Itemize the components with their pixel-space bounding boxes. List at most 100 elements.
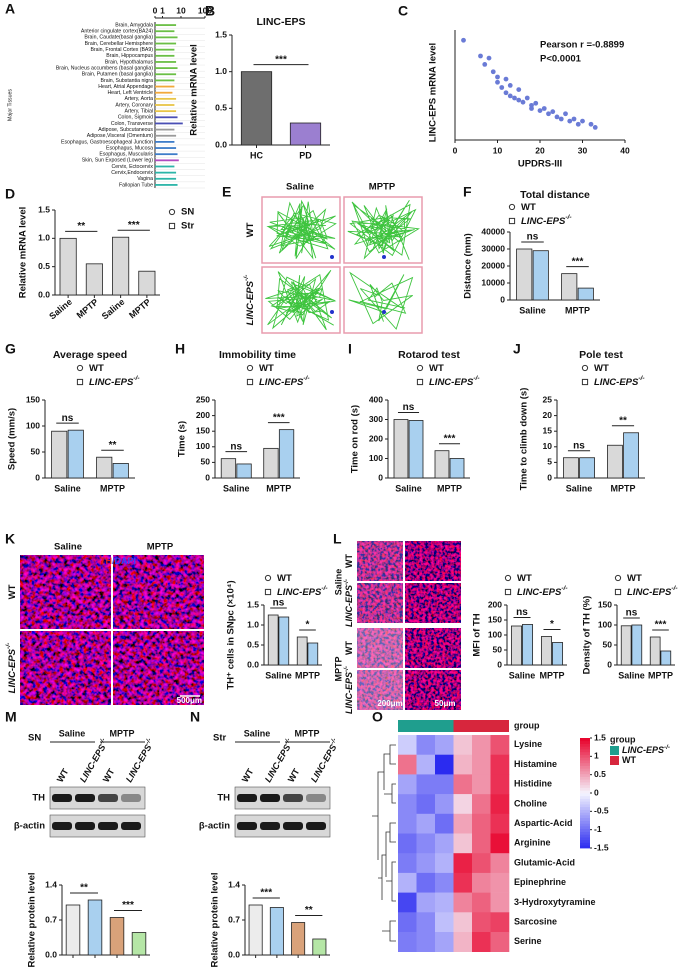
cell <box>435 872 454 893</box>
bar <box>87 899 103 956</box>
band-label: TH <box>217 793 230 804</box>
colorbar-step <box>580 795 590 799</box>
bar <box>516 248 533 301</box>
tissue-label: Esophagus, Muscularis <box>99 152 153 158</box>
row-label: Lysine <box>514 739 542 749</box>
cell <box>416 754 436 775</box>
panel-letter: G <box>5 341 16 357</box>
colorbar-step <box>580 837 590 841</box>
cell <box>435 794 454 815</box>
legend-label: WT <box>622 755 636 765</box>
y-tick-label: 1.4 <box>228 879 240 889</box>
significance-label: ns <box>527 232 539 243</box>
y-axis-label: Speed (mm/s) <box>7 408 18 470</box>
lane-label-sup: -/- <box>283 737 292 746</box>
x-tick-label: MPTP <box>295 670 320 680</box>
y-tick-label: 50 <box>493 644 503 654</box>
legend-label: LINC-EPS-/- <box>517 585 568 597</box>
point <box>490 69 496 75</box>
bar <box>561 273 578 301</box>
x-tick-label: MPTP <box>539 670 564 680</box>
y-axis-label: Time on rod (s) <box>350 405 361 473</box>
legend-label-text: WT <box>277 573 292 584</box>
bar <box>131 932 147 956</box>
row-label-text: WT <box>344 641 354 655</box>
legend-label: LINC-EPS-/- <box>627 585 678 597</box>
bar <box>112 236 130 296</box>
legend-label-text: WT <box>259 363 274 374</box>
annotation: Pearson r =-0.8899 <box>540 40 624 51</box>
legend-label-sup: -/- <box>303 375 310 382</box>
significance-label: *** <box>273 412 285 423</box>
group-bar <box>398 720 454 732</box>
legend-swatch <box>610 746 619 755</box>
point <box>546 111 551 117</box>
legend-marker <box>581 364 589 372</box>
legend-marker <box>76 378 84 386</box>
cell <box>472 774 491 795</box>
colorbar-label: 1.5 <box>594 732 606 742</box>
significance-label: ** <box>109 440 117 451</box>
cell <box>398 932 417 952</box>
point <box>503 76 509 82</box>
end-point <box>330 255 334 259</box>
lane-label-text: LINC-EPS <box>309 743 339 784</box>
colorbar-step <box>580 757 590 761</box>
chart-title: Average speed <box>53 349 127 361</box>
cell <box>472 872 491 893</box>
bar <box>291 922 306 956</box>
point <box>524 95 530 101</box>
colorbar-step <box>580 743 590 747</box>
colorbar-label: -1 <box>594 824 602 834</box>
x-tick-label: 20 <box>535 145 545 155</box>
x-tick-label: MPTP <box>100 483 125 493</box>
x-tick-label: Saline <box>519 305 546 315</box>
legend-marker <box>504 574 512 582</box>
bar <box>155 122 183 125</box>
point <box>507 83 513 88</box>
tissue-label: Heart, Atrial Appendage <box>98 84 153 90</box>
y-tick-label: 1.0 <box>215 66 227 76</box>
legend-label-sup: -/- <box>561 585 568 592</box>
bar <box>307 642 319 666</box>
micrograph <box>405 670 461 710</box>
cell <box>416 912 436 933</box>
cell <box>472 813 491 834</box>
point <box>580 118 585 124</box>
row-label: Choline <box>514 798 547 808</box>
point <box>537 108 543 113</box>
colorbar-step <box>580 793 590 797</box>
significance-label: *** <box>122 900 134 911</box>
column-label: MPTP <box>369 182 396 193</box>
legend-label: WT <box>89 363 104 374</box>
bar <box>220 458 237 479</box>
legend-label: LINC-EPS-/- <box>277 585 328 597</box>
treatment-label: MPTP <box>294 728 319 738</box>
lane-label: WT <box>101 767 117 785</box>
point <box>529 106 534 111</box>
bar <box>269 907 284 956</box>
row-label-text: LINC-EPS <box>7 648 18 693</box>
panel-letter: C <box>398 3 408 19</box>
bar <box>155 54 175 57</box>
tissue-label: Colon, Sigmoid <box>118 115 153 121</box>
track <box>266 199 337 260</box>
bar <box>155 61 177 63</box>
lane-label: WT <box>55 767 71 785</box>
band <box>283 822 303 830</box>
point <box>507 93 513 99</box>
bar <box>155 48 175 51</box>
cell <box>398 794 417 815</box>
row-label-text: WT <box>245 222 256 237</box>
lane-label: LINC-EPS-/- <box>123 737 157 784</box>
tissue-label: Brain, Frontal Cortex (BA9) <box>90 47 153 53</box>
point <box>554 114 560 120</box>
legend-label-sup: -/- <box>565 214 572 221</box>
y-tick-label: 5 <box>547 457 552 467</box>
cell <box>453 774 473 795</box>
legend-label-text: LINC-EPS <box>627 587 672 598</box>
y-tick-label: 1.5 <box>38 204 50 214</box>
significance-label: *** <box>572 256 584 267</box>
x-tick-label: MPTP <box>610 483 635 493</box>
y-tick-label: 300 <box>369 414 383 424</box>
